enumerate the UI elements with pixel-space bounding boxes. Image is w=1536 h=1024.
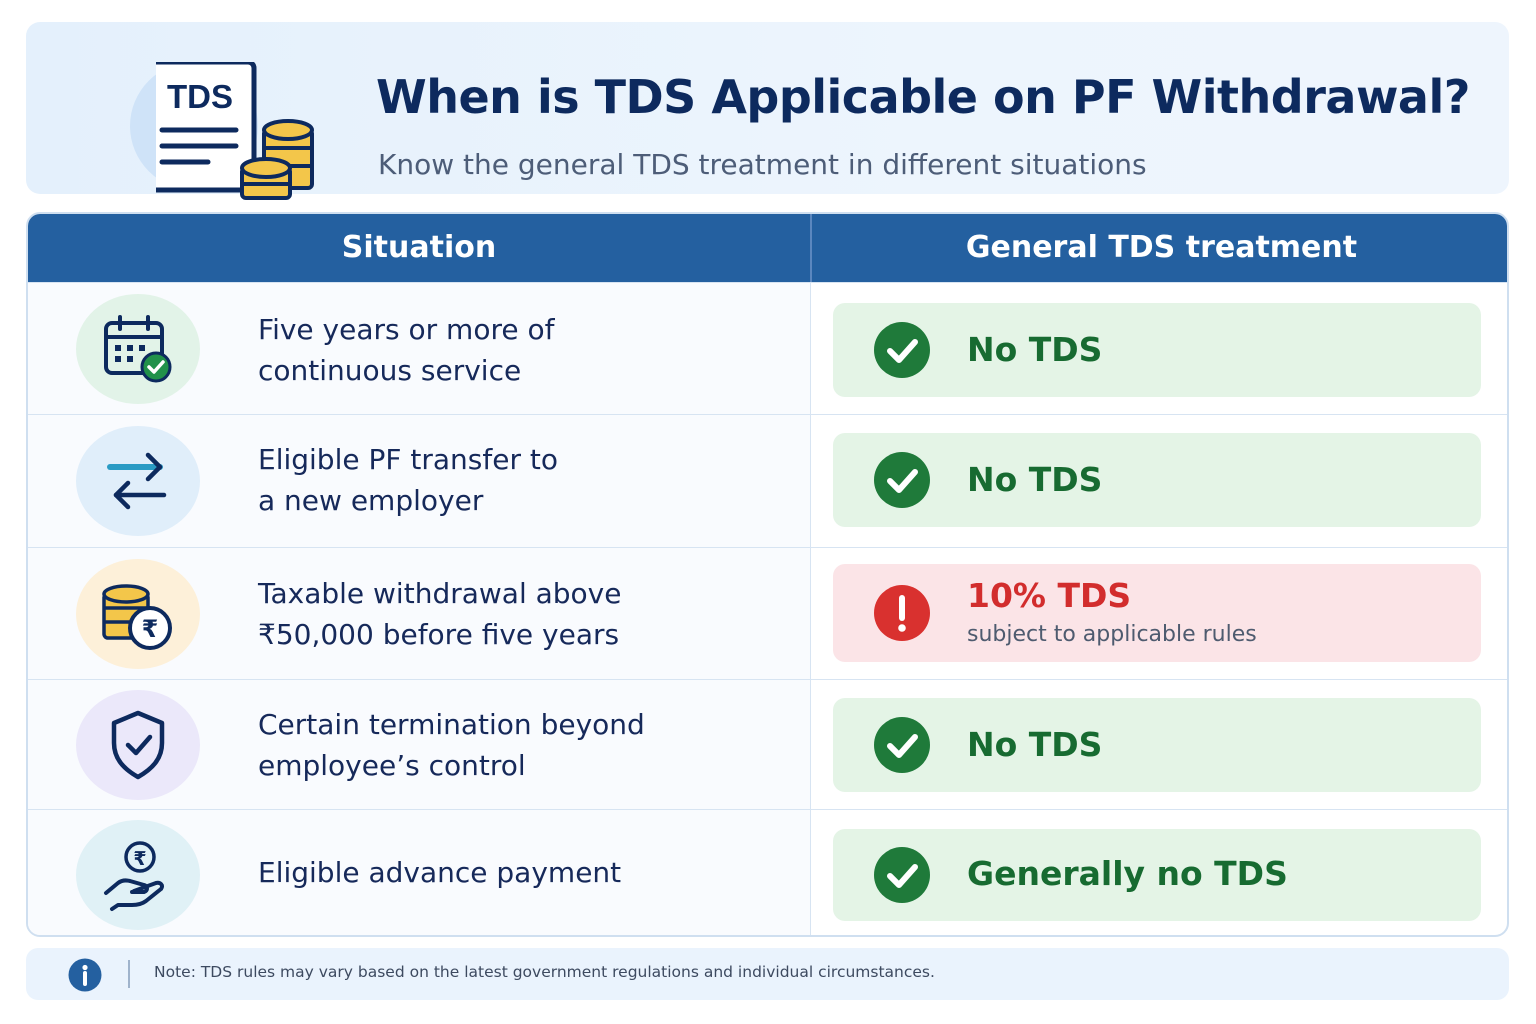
svg-text:TDS: TDS (167, 78, 233, 115)
table-header: Situation General TDS treatment (28, 214, 1507, 282)
situation-cell: ₹ Eligible advance payment (28, 810, 810, 935)
situation-cell: Eligible PF transfer to a new employer (28, 415, 810, 547)
situation-cell: Five years or more of continuous service (28, 283, 810, 414)
page-title: When is TDS Applicable on PF Withdrawal? (376, 70, 1470, 124)
treatment-pill: No TDS (833, 303, 1481, 397)
page-subtitle: Know the general TDS treatment in differ… (378, 148, 1147, 181)
table-row: Certain termination beyond employee’s co… (28, 679, 1507, 809)
calendar-icon-badge (76, 294, 200, 404)
transfer-arrows-icon (107, 452, 167, 510)
treatment-cell: Generally no TDS (810, 810, 1507, 935)
column-header-situation: Situation (341, 230, 497, 265)
note-text: Note: TDS rules may vary based on the la… (154, 963, 935, 981)
header-card: TDS When is TDS Applicable on PF Withdra… (26, 22, 1509, 200)
table-row: ₹ Eligible advance payment Generally no … (28, 809, 1507, 935)
svg-text:₹: ₹ (142, 615, 159, 643)
treatment-cell: No TDS (810, 283, 1507, 414)
situation-text: Five years or more of continuous service (258, 313, 555, 387)
check-circle-icon (873, 846, 931, 904)
tds-table: Situation General TDS treatment (26, 212, 1509, 937)
hand-rupee-icon: ₹ (104, 841, 165, 911)
note-divider (128, 960, 130, 988)
svg-text:₹: ₹ (133, 848, 146, 870)
table-row: Five years or more of continuous service… (28, 282, 1507, 414)
treatment-note: subject to applicable rules (967, 622, 1257, 647)
treatment-pill: No TDS (833, 433, 1481, 527)
treatment-pill: 10% TDS subject to applicable rules (833, 564, 1481, 662)
treatment-cell: No TDS (810, 680, 1507, 809)
treatment-cell: 10% TDS subject to applicable rules (810, 548, 1507, 679)
exclamation-circle-icon (873, 584, 931, 642)
treatment-label: No TDS (967, 330, 1103, 369)
situation-text: Certain termination beyond employee’s co… (258, 708, 645, 782)
situation-text: Taxable withdrawal above ₹50,000 before … (258, 577, 622, 651)
treatment-label: No TDS (967, 725, 1103, 764)
check-circle-icon (873, 321, 931, 379)
situation-cell: ₹ Taxable withdrawal above ₹50,000 befor… (28, 548, 810, 679)
situation-text: Eligible advance payment (258, 856, 622, 889)
tds-document-icon: TDS (156, 62, 314, 200)
table-row: ₹ Taxable withdrawal above ₹50,000 befor… (28, 547, 1507, 679)
footer-note: Note: TDS rules may vary based on the la… (26, 948, 1509, 1000)
column-header-treatment: General TDS treatment (810, 214, 1507, 282)
treatment-pill: Generally no TDS (833, 829, 1481, 921)
treatment-label: No TDS (967, 460, 1103, 499)
check-circle-icon (873, 716, 931, 774)
coins-rupee-icon: ₹ (102, 584, 172, 650)
transfer-icon-badge (76, 426, 200, 536)
situation-text: Eligible PF transfer to a new employer (258, 443, 558, 517)
situation-cell: Certain termination beyond employee’s co… (28, 680, 810, 809)
coins-icon-badge: ₹ (76, 559, 200, 669)
treatment-label: 10% TDS (967, 576, 1132, 615)
table-row: Eligible PF transfer to a new employer N… (28, 414, 1507, 547)
treatment-label: Generally no TDS (967, 854, 1288, 893)
check-circle-icon (873, 451, 931, 509)
shield-icon-badge (76, 690, 200, 800)
calendar-check-icon (104, 315, 172, 383)
treatment-cell: No TDS (810, 415, 1507, 547)
hand-icon-badge: ₹ (76, 820, 200, 930)
treatment-pill: No TDS (833, 698, 1481, 792)
shield-check-icon (111, 710, 165, 780)
info-icon (68, 958, 102, 992)
